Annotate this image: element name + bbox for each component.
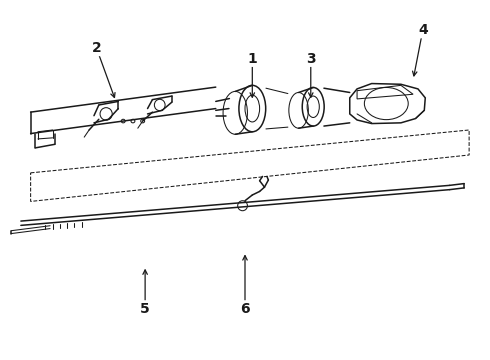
- Text: 4: 4: [418, 23, 428, 37]
- Text: 3: 3: [306, 51, 316, 66]
- Text: 5: 5: [140, 302, 150, 316]
- Text: 1: 1: [247, 51, 257, 66]
- Text: 6: 6: [240, 302, 250, 316]
- Text: 2: 2: [92, 41, 101, 55]
